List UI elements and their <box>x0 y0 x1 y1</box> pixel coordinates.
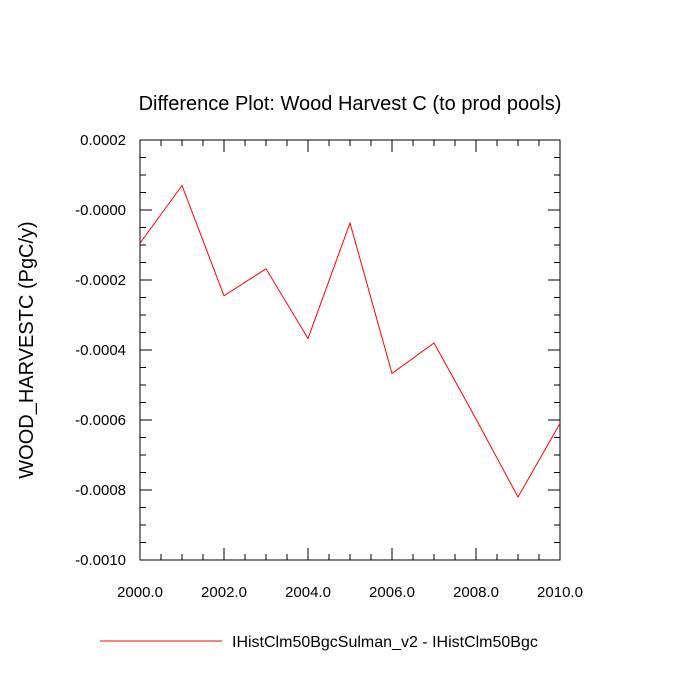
axis-ticks <box>139 139 561 561</box>
y-axis-label: WOOD_HARVESTC (PgC/y) <box>16 221 38 478</box>
y-tick-label: -0.0002 <box>75 272 126 289</box>
y-tick-label: -0.0006 <box>75 412 126 429</box>
y-tick-label: 0.0002 <box>80 132 126 149</box>
y-tick-label: -0.0010 <box>75 552 126 569</box>
x-tick-label: 2010.0 <box>537 584 583 601</box>
legend-label: IHistClm50BgcSulman_v2 - IHistClm50Bgc <box>232 634 538 651</box>
x-tick-label: 2006.0 <box>369 584 415 601</box>
tick-labels: 2000.0 2002.0 2004.0 2006.0 2008.0 2010.0 0.00… <box>75 132 583 601</box>
plot-frame <box>139 139 561 561</box>
y-tick-label: -0.0000 <box>75 202 126 219</box>
series-line <box>139 184 561 499</box>
y-tick-label: -0.0008 <box>75 482 126 499</box>
y-tick-label: -0.0004 <box>75 342 126 359</box>
x-tick-label: 2008.0 <box>453 584 499 601</box>
chart-title: Difference Plot: Wood Harvest C (to prod… <box>139 93 562 115</box>
x-tick-label: 2004.0 <box>285 584 331 601</box>
series-layer <box>139 184 561 499</box>
x-tick-label: 2002.0 <box>201 584 247 601</box>
legend: IHistClm50BgcSulman_v2 - IHistClm50Bgc <box>100 634 538 651</box>
x-tick-label: 2000.0 <box>117 584 163 601</box>
